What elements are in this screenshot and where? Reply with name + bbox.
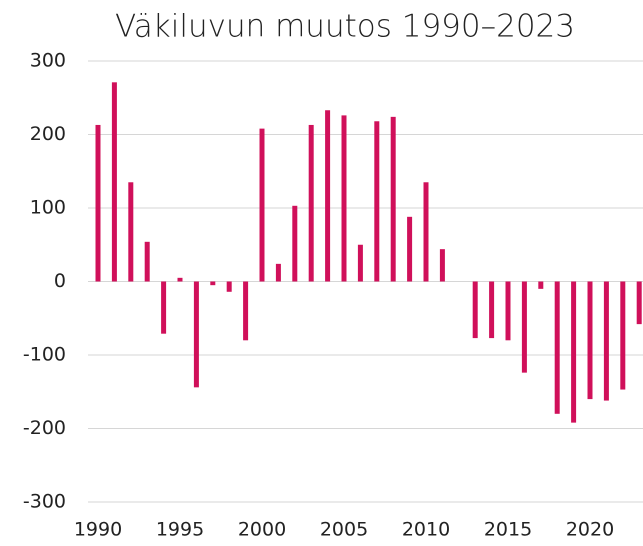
bar [603,281,609,401]
x-tick-label: 2015 [484,519,532,541]
bar [587,281,593,400]
bar [357,244,363,282]
y-tick-label: -300 [23,491,66,513]
y-tick-label: -200 [23,417,66,439]
bar [439,249,445,282]
bar [489,281,495,339]
bar [193,281,199,388]
x-tick-label: 2005 [320,519,368,541]
bar [95,124,101,282]
bar [390,116,396,282]
bar [554,281,560,414]
bar [423,182,429,282]
bar [636,281,642,325]
bar [325,110,331,282]
y-tick-label: 200 [30,123,66,145]
x-tick-label: 2010 [402,519,450,541]
bar [144,241,150,282]
bar [259,128,265,282]
bar [374,121,380,282]
bar [275,263,281,282]
y-tick-label: 0 [54,270,66,292]
y-tick-label: 100 [30,197,66,219]
x-tick-label: 2000 [238,519,286,541]
chart-title: Väkiluvun muutos 1990–2023 [115,9,575,45]
bar [341,115,347,282]
bar [210,281,216,286]
bar [308,124,314,282]
bar [620,281,626,390]
y-tick-label: -100 [23,344,66,366]
bar [538,281,544,289]
bar [161,281,167,334]
bar [111,82,117,282]
bar [571,281,577,423]
bar [128,182,134,282]
y-tick-label: 300 [30,50,66,72]
x-tick-label: 1995 [156,519,204,541]
bar [226,281,232,292]
bar [472,281,478,339]
bar [505,281,511,341]
x-tick-label: 2020 [566,519,614,541]
bar [177,277,183,282]
bar [407,216,413,282]
bar [292,205,298,282]
bar [243,281,249,341]
x-tick-label: 1990 [74,519,122,541]
bar [521,281,527,373]
